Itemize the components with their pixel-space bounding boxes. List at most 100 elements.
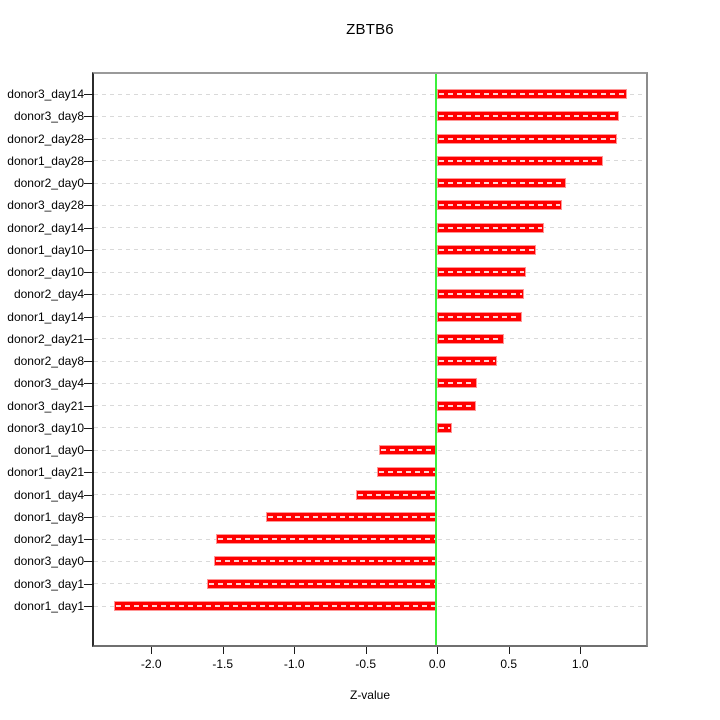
x-tick — [508, 647, 510, 654]
bar — [437, 178, 566, 189]
y-axis-label: donor2_day14 — [7, 220, 84, 235]
bar — [437, 222, 545, 233]
x-tick-label: -2.0 — [140, 657, 162, 671]
x-tick-label: 0.5 — [500, 657, 518, 671]
y-tick — [84, 516, 94, 518]
y-tick — [84, 606, 94, 607]
x-tick-label: -0.5 — [355, 657, 377, 671]
grid-line — [94, 93, 646, 95]
bar — [377, 467, 438, 478]
x-tick — [294, 647, 296, 654]
bar — [437, 267, 526, 278]
y-tick — [84, 472, 94, 474]
bar-inner-dash — [439, 226, 543, 229]
bar-inner-dash — [439, 426, 450, 429]
bar — [437, 333, 505, 344]
bar-inner-dash — [217, 538, 436, 541]
bar-inner-dash — [439, 337, 503, 340]
bar-inner-dash — [379, 471, 436, 474]
x-tick — [437, 647, 439, 654]
x-tick-label: 1.0 — [571, 657, 589, 671]
x-tick-label: -1.5 — [212, 657, 234, 671]
y-axis-label: donor1_day4 — [13, 487, 84, 502]
bar — [114, 601, 438, 611]
bar-inner-dash — [216, 560, 436, 563]
bar-inner-dash — [439, 404, 474, 407]
grid-line — [94, 227, 646, 229]
bar — [214, 556, 438, 567]
bar-inner-dash — [439, 293, 523, 296]
y-axis-label: donor2_day10 — [7, 265, 84, 280]
y-axis-label: donor2_day0 — [13, 176, 84, 191]
y-axis-label: donor3_day4 — [13, 376, 84, 391]
y-tick — [84, 561, 94, 563]
y-axis-label: donor1_day28 — [7, 153, 84, 168]
y-tick — [84, 227, 94, 229]
y-axis-label: donor3_day21 — [7, 398, 84, 413]
grid-line — [94, 293, 646, 295]
y-tick — [84, 405, 94, 407]
x-axis-title: Z-value — [349, 688, 390, 702]
bar — [265, 511, 438, 522]
y-tick — [84, 583, 94, 585]
x-tick — [222, 647, 224, 654]
bar-inner-dash — [380, 449, 436, 452]
bar-inner-dash — [267, 515, 436, 518]
grid-line — [94, 338, 646, 340]
bar-inner-dash — [439, 93, 626, 95]
y-tick — [84, 294, 94, 296]
y-axis-label: donor1_day0 — [13, 443, 84, 458]
grid-line — [94, 449, 646, 451]
bar — [437, 155, 604, 166]
bar — [437, 89, 628, 99]
bar — [378, 445, 438, 456]
bar-inner-dash — [357, 493, 436, 496]
bar — [437, 133, 618, 144]
y-tick — [84, 272, 94, 274]
bar-inner-dash — [439, 159, 602, 162]
bar-inner-dash — [439, 271, 524, 274]
y-tick — [84, 94, 94, 95]
bar — [437, 200, 562, 211]
y-tick — [84, 361, 94, 363]
y-axis-label: donor3_day0 — [13, 554, 84, 569]
y-axis-label: donor2_day21 — [7, 331, 84, 346]
bar-inner-dash — [439, 315, 520, 318]
grid-line — [94, 271, 646, 273]
bar-inner-dash — [439, 248, 534, 251]
y-axis-label: donor3_day10 — [7, 420, 84, 435]
grid-line — [94, 316, 646, 318]
y-axis-label: donor2_day28 — [7, 131, 84, 146]
y-tick — [84, 383, 94, 385]
bar-inner-dash — [208, 582, 436, 585]
y-axis-label: donor3_day1 — [13, 576, 84, 591]
y-tick — [84, 338, 94, 340]
y-tick — [84, 316, 94, 318]
grid-line — [94, 382, 646, 384]
x-tick — [365, 647, 367, 654]
y-axis-label: donor1_day8 — [13, 509, 84, 524]
zero-line — [435, 74, 438, 645]
grid-line — [94, 182, 646, 184]
grid-line — [94, 405, 646, 407]
y-tick — [84, 116, 94, 118]
bar — [437, 356, 498, 367]
bar — [437, 378, 478, 389]
grid-line — [94, 138, 646, 140]
bar — [437, 311, 522, 322]
grid-line — [94, 204, 646, 206]
y-axis-label: donor2_day8 — [13, 354, 84, 369]
y-axis-label: donor1_day10 — [7, 242, 84, 257]
y-axis-label: donor2_day4 — [13, 287, 84, 302]
bar-inner-dash — [439, 382, 476, 385]
y-tick — [84, 494, 94, 496]
y-tick — [84, 160, 94, 162]
y-axis-label: donor3_day14 — [7, 87, 84, 101]
bar — [355, 489, 438, 500]
grid-line — [94, 427, 646, 429]
bar — [437, 244, 536, 255]
grid-line — [94, 115, 646, 117]
y-axis-label: donor2_day1 — [13, 532, 84, 547]
x-tick — [151, 647, 153, 654]
